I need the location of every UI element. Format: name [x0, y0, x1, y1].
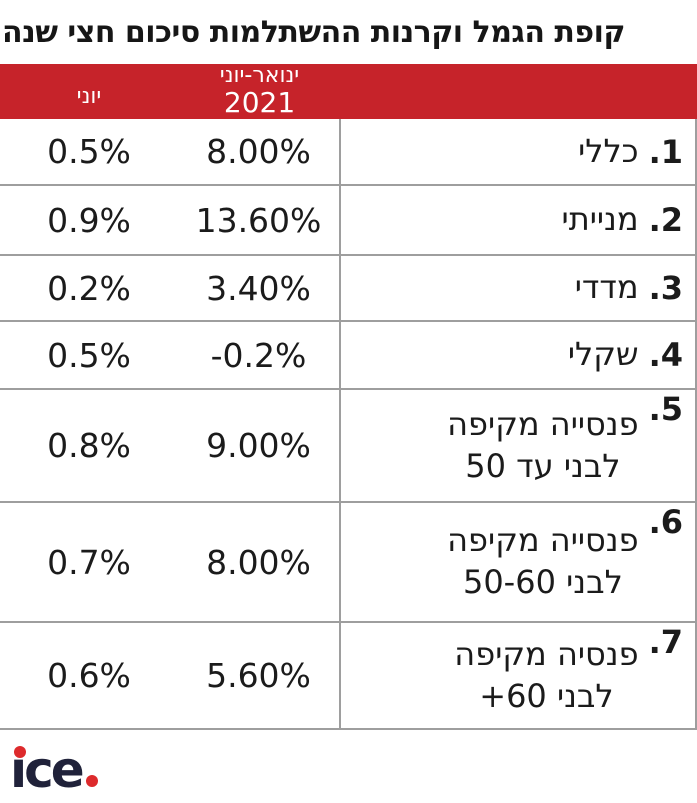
june-value: 0.8%: [47, 426, 131, 465]
row-number: 5.: [648, 390, 683, 428]
table-row: 0.5% -0.2% 4. שקלי: [0, 322, 697, 390]
column-header-year: 2021: [223, 86, 296, 120]
jan-june-value: -0.2%: [178, 322, 341, 388]
column-header-june: יוני: [76, 84, 102, 109]
june-value: 0.6%: [47, 656, 131, 695]
june-value: 0.5%: [47, 335, 131, 375]
table-header: יוני ינואר-יוני 2021: [0, 63, 697, 120]
row-number: 4.: [648, 336, 683, 374]
row-number: 6.: [648, 503, 683, 541]
june-value: 0.9%: [47, 200, 131, 240]
category-label: מדדי: [574, 268, 639, 307]
category-cell: 4. שקלי: [341, 322, 697, 388]
table-row: 0.9% 13.60% 2. מנייתי: [0, 186, 697, 256]
table-row: 0.7% 8.00% 6. פנסייה מקיפה לבני 50-60: [0, 503, 697, 623]
jan-june-value: 13.60%: [178, 186, 341, 254]
table-row: 0.6% 5.60% 7. פנסיה מקיפה לבני 60+: [0, 623, 697, 730]
category-cell: 3. מדדי: [341, 256, 697, 320]
june-value: 0.5%: [47, 132, 131, 171]
jan-june-value: 9.00%: [178, 390, 341, 501]
category-label: פנסייה מקיפה לבני עד 50: [447, 404, 639, 485]
table-row: 0.8% 9.00% 5. פנסייה מקיפה לבני עד 50: [0, 390, 697, 503]
row-number: 1.: [648, 132, 683, 171]
table-row: 0.2% 3.40% 3. מדדי: [0, 256, 697, 322]
jan-june-value: 8.00%: [178, 119, 341, 184]
category-cell: 2. מנייתי: [341, 186, 697, 254]
column-header-category-empty: [341, 64, 697, 119]
ice-logo-i-dot-icon: [14, 746, 26, 758]
category-label: פנסיה מקיפה לבני 60+: [454, 634, 639, 715]
category-cell: 5. פנסייה מקיפה לבני עד 50: [341, 390, 697, 501]
table-body: 0.5% 8.00% 1. כללי 0.9% 13.60% 2. מנייתי…: [0, 119, 697, 730]
ice-logo: ıce: [10, 744, 98, 800]
june-value: 0.2%: [47, 268, 131, 308]
column-header-jan-june-range: ינואר-יוני: [219, 63, 300, 88]
row-number: 3.: [648, 269, 683, 307]
jan-june-value: 8.00%: [178, 503, 341, 621]
june-value: 0.7%: [47, 542, 131, 582]
category-label: מנייתי: [561, 200, 639, 239]
category-cell: 6. פנסייה מקיפה לבני 50-60: [341, 503, 697, 621]
ice-logo-period-icon: [85, 775, 98, 787]
category-label: פנסייה מקיפה לבני 50-60: [447, 521, 639, 601]
jan-june-value: 3.40%: [178, 256, 341, 320]
jan-june-value: 5.60%: [178, 623, 341, 728]
column-header-jan-june: ינואר-יוני 2021: [178, 63, 341, 120]
row-number: 2.: [648, 201, 683, 239]
category-label: שקלי: [567, 335, 639, 374]
category-cell: 7. פנסיה מקיפה לבני 60+: [341, 623, 697, 728]
row-number: 7.: [648, 623, 683, 661]
page-title: קופת הגמל וקרנות ההשתלמות סיכום חצי שנה: [2, 14, 625, 50]
category-cell: 1. כללי: [341, 119, 697, 184]
category-label: כללי: [578, 131, 639, 170]
table-row: 0.5% 8.00% 1. כללי: [0, 119, 697, 186]
